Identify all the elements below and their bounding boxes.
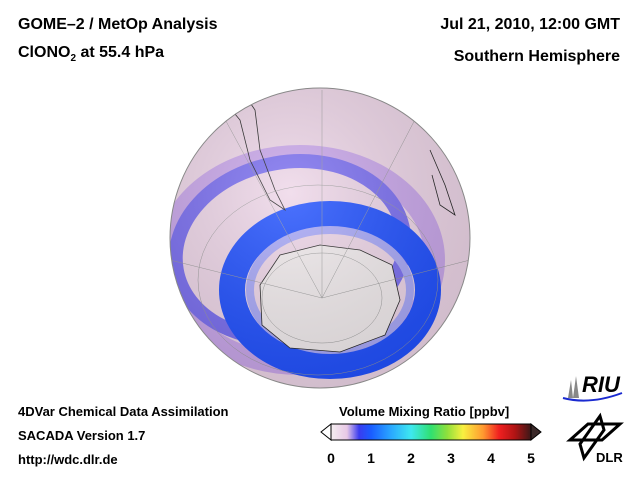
globe [170, 88, 470, 388]
colorbar-tick: 2 [407, 450, 415, 466]
colorbar-tick: 5 [527, 450, 535, 466]
colorbar-tick: 0 [327, 450, 335, 466]
colorbar-max-arrow [530, 422, 542, 442]
colorbar [320, 422, 542, 442]
colorbar-gradient [330, 423, 532, 441]
colorbar-tick: 3 [447, 450, 455, 466]
colorbar-min-arrow [320, 422, 332, 442]
colorbar-tick: 4 [487, 450, 495, 466]
footer-url[interactable]: http://wdc.dlr.de [18, 452, 118, 467]
colorbar-tick: 1 [367, 450, 375, 466]
dlr-logo [566, 412, 624, 462]
species-name: ClONO [18, 44, 71, 61]
globe-edge [169, 87, 471, 389]
footer-line-2: SACADA Version 1.7 [18, 428, 146, 443]
riu-logo [562, 376, 623, 402]
dlr-logo-text: DLR [596, 450, 623, 465]
date-label: Jul 21, 2010, 12:00 GMT [440, 16, 620, 33]
riu-logo-text: RIU [582, 372, 620, 397]
map-title: GOME–2 / MetOp Analysis [18, 16, 218, 33]
species-level: at 55.4 hPa [76, 44, 165, 61]
region-label: Southern Hemisphere [453, 48, 620, 65]
colorbar-title: Volume Mixing Ratio [ppbv] [339, 404, 510, 419]
footer-line-1: 4DVar Chemical Data Assimilation [18, 404, 229, 419]
species-label: ClONO2 at 55.4 hPa [18, 44, 164, 64]
species-subscript: 2 [70, 53, 77, 65]
